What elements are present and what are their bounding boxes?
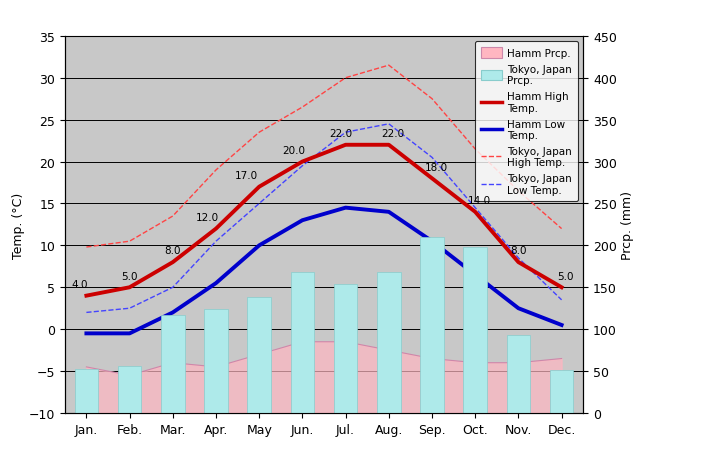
- Bar: [248, 298, 271, 413]
- Tokyo, Japan
High Temp.: [168, 214, 177, 219]
- Hamm Low
Temp.: [212, 281, 220, 286]
- Hamm Low
Temp.: [428, 239, 436, 244]
- Hamm Low
Temp.: [384, 210, 393, 215]
- Bar: [377, 273, 400, 413]
- Hamm High
Temp.: [428, 176, 436, 182]
- Text: 14.0: 14.0: [468, 196, 491, 206]
- Tokyo, Japan
Low Temp.: [125, 306, 134, 311]
- Hamm High
Temp.: [255, 185, 264, 190]
- Bar: [117, 366, 141, 413]
- Tokyo, Japan
Low Temp.: [82, 310, 91, 315]
- Bar: [420, 237, 444, 413]
- Hamm Low
Temp.: [298, 218, 307, 224]
- Tokyo, Japan
Low Temp.: [471, 206, 480, 211]
- Hamm Low
Temp.: [168, 310, 177, 315]
- Hamm High
Temp.: [82, 293, 91, 299]
- Bar: [550, 370, 573, 413]
- Text: 22.0: 22.0: [330, 129, 353, 139]
- Tokyo, Japan
Low Temp.: [212, 239, 220, 244]
- Hamm Low
Temp.: [514, 306, 523, 311]
- Hamm Low
Temp.: [341, 206, 350, 211]
- Tokyo, Japan
High Temp.: [384, 63, 393, 69]
- Text: 12.0: 12.0: [196, 213, 219, 223]
- Hamm Low
Temp.: [82, 331, 91, 336]
- Hamm High
Temp.: [341, 143, 350, 148]
- Line: Tokyo, Japan
High Temp.: Tokyo, Japan High Temp.: [86, 66, 562, 247]
- Hamm Low
Temp.: [471, 272, 480, 278]
- Text: 5.0: 5.0: [558, 271, 574, 281]
- Bar: [204, 309, 228, 413]
- Bar: [161, 315, 184, 413]
- Tokyo, Japan
Low Temp.: [557, 297, 566, 303]
- Tokyo, Japan
Low Temp.: [514, 256, 523, 261]
- Bar: [75, 369, 98, 413]
- Tokyo, Japan
Low Temp.: [168, 285, 177, 291]
- Line: Tokyo, Japan
Low Temp.: Tokyo, Japan Low Temp.: [86, 124, 562, 313]
- Text: 17.0: 17.0: [235, 171, 258, 180]
- Hamm High
Temp.: [168, 260, 177, 265]
- Tokyo, Japan
Low Temp.: [341, 130, 350, 136]
- Text: 20.0: 20.0: [282, 146, 305, 156]
- Line: Hamm Low
Temp.: Hamm Low Temp.: [86, 208, 562, 334]
- Hamm Low
Temp.: [557, 323, 566, 328]
- Tokyo, Japan
High Temp.: [514, 189, 523, 194]
- Hamm High
Temp.: [384, 143, 393, 148]
- Tokyo, Japan
High Temp.: [255, 130, 264, 136]
- Tokyo, Japan
High Temp.: [82, 245, 91, 250]
- Tokyo, Japan
High Temp.: [557, 226, 566, 232]
- Tokyo, Japan
Low Temp.: [384, 122, 393, 127]
- Hamm High
Temp.: [471, 210, 480, 215]
- Tokyo, Japan
High Temp.: [125, 239, 134, 244]
- Text: 18.0: 18.0: [425, 162, 448, 172]
- Hamm Low
Temp.: [125, 331, 134, 336]
- Legend: Hamm Prcp., Tokyo, Japan
Prcp., Hamm High
Temp., Hamm Low
Temp., Tokyo, Japan
Hi: Hamm Prcp., Tokyo, Japan Prcp., Hamm Hig…: [474, 42, 578, 202]
- Tokyo, Japan
High Temp.: [298, 105, 307, 111]
- Hamm High
Temp.: [514, 260, 523, 265]
- Tokyo, Japan
Low Temp.: [428, 155, 436, 161]
- Text: 5.0: 5.0: [122, 271, 138, 281]
- Tokyo, Japan
High Temp.: [471, 147, 480, 152]
- Tokyo, Japan
Low Temp.: [255, 201, 264, 207]
- Hamm High
Temp.: [298, 159, 307, 165]
- Tokyo, Japan
High Temp.: [212, 168, 220, 174]
- Y-axis label: Prcp. (mm): Prcp. (mm): [621, 190, 634, 259]
- Line: Hamm High
Temp.: Hamm High Temp.: [86, 146, 562, 296]
- Tokyo, Japan
Low Temp.: [298, 163, 307, 169]
- Y-axis label: Temp. (°C): Temp. (°C): [12, 192, 24, 258]
- Tokyo, Japan
High Temp.: [341, 76, 350, 81]
- Text: 4.0: 4.0: [72, 280, 88, 289]
- Hamm High
Temp.: [212, 226, 220, 232]
- Hamm Low
Temp.: [255, 243, 264, 249]
- Bar: [333, 284, 357, 413]
- Bar: [506, 336, 530, 413]
- Tokyo, Japan
High Temp.: [428, 97, 436, 102]
- Text: 22.0: 22.0: [382, 129, 405, 139]
- Bar: [464, 247, 487, 413]
- Text: 8.0: 8.0: [510, 246, 526, 256]
- Bar: [290, 273, 314, 413]
- Hamm High
Temp.: [557, 285, 566, 291]
- Hamm High
Temp.: [125, 285, 134, 291]
- Text: 8.0: 8.0: [165, 246, 181, 256]
